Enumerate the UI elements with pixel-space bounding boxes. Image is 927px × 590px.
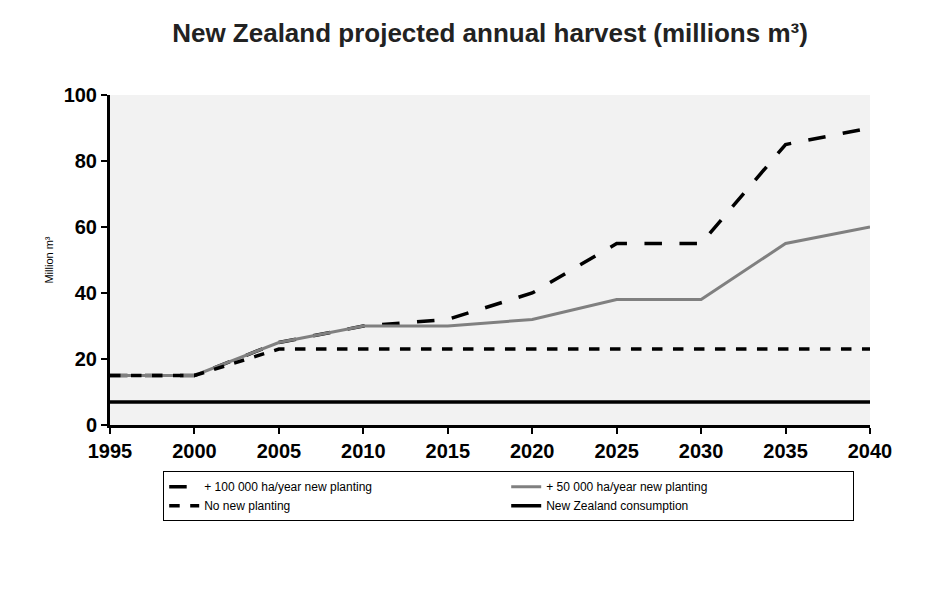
svg-text:Million m³: Million m³ (43, 236, 55, 283)
svg-text:20: 20 (75, 348, 97, 370)
svg-text:2000: 2000 (172, 440, 217, 462)
svg-text:0: 0 (86, 414, 97, 436)
svg-text:100: 100 (64, 84, 97, 106)
svg-text:2020: 2020 (510, 440, 555, 462)
svg-text:2010: 2010 (341, 440, 386, 462)
svg-text:No new planting: No new planting (204, 499, 290, 513)
svg-text:New Zealand projected annual h: New Zealand projected annual harvest (mi… (172, 18, 808, 48)
svg-text:+ 50 000 ha/year new planting: + 50 000 ha/year new planting (546, 480, 707, 494)
svg-text:40: 40 (75, 282, 97, 304)
svg-text:2005: 2005 (257, 440, 302, 462)
svg-text:2015: 2015 (426, 440, 471, 462)
svg-text:80: 80 (75, 150, 97, 172)
svg-text:1995: 1995 (88, 440, 133, 462)
svg-text:2025: 2025 (594, 440, 639, 462)
svg-text:2030: 2030 (679, 440, 724, 462)
svg-text:2035: 2035 (763, 440, 808, 462)
svg-text:2040: 2040 (848, 440, 893, 462)
svg-text:60: 60 (75, 216, 97, 238)
svg-text:+ 100 000 ha/year new planting: + 100 000 ha/year new planting (204, 480, 372, 494)
svg-text:New Zealand consumption: New Zealand consumption (546, 499, 688, 513)
